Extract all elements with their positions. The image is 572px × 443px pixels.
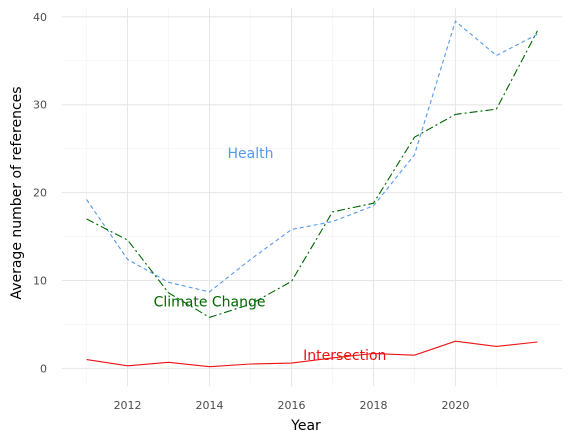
series-labels: Health Climate Change Intersection	[154, 146, 387, 364]
y-tick-label: 0	[40, 362, 47, 375]
x-tick-label: 2020	[441, 399, 469, 412]
y-tick-label: 30	[33, 99, 47, 112]
x-tick-label: 2016	[278, 399, 306, 412]
series-line-health	[86, 20, 538, 293]
y-tick-label: 10	[33, 275, 47, 288]
x-axis-title: Year	[290, 418, 321, 434]
x-tick-label: 2018	[359, 399, 387, 412]
y-tick-label: 20	[33, 187, 47, 200]
y-tick-label: 40	[33, 11, 47, 24]
grid	[62, 8, 562, 386]
series-layer	[86, 20, 538, 368]
series-label-intersection: Intersection	[303, 348, 386, 364]
y-axis-title: Average number of references	[9, 86, 25, 299]
x-tick-label: 2014	[196, 399, 224, 412]
series-label-climate-change: Climate Change	[154, 295, 266, 311]
series-line-climate-change	[86, 30, 538, 319]
tick-labels: 0 10 20 30 40 2012 2014 2016 2018 2020	[33, 11, 469, 412]
series-line-intersection	[86, 340, 538, 368]
x-tick-label: 2012	[114, 399, 142, 412]
series-label-health: Health	[228, 146, 274, 162]
